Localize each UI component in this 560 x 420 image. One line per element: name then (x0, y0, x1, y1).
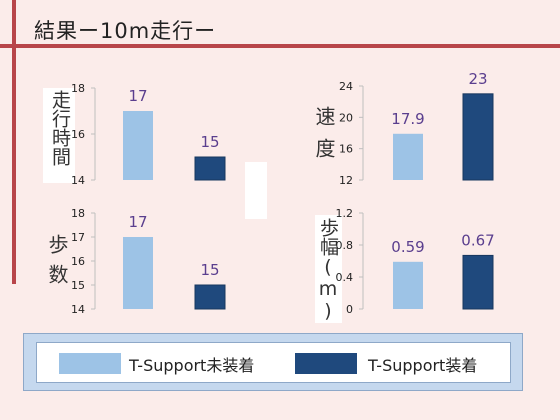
chart-stride: 0 0.4 0.8 1.2 0.59 0.67 (336, 207, 495, 316)
data-label-stride-before: 0.59 (391, 238, 424, 256)
bar-stride-after (462, 254, 494, 310)
y-tick-label-speed: 20 (339, 111, 353, 124)
y-tick-label-stride: 0 (346, 303, 353, 316)
y-tick-label-speed: 24 (339, 80, 353, 93)
chart-speed: 12 16 20 24 17.9 23 (339, 70, 494, 187)
chart-travel-time: 14 16 18 17 15 (71, 82, 226, 187)
bar-travel-time-before (123, 111, 153, 180)
data-label-travel-time-before: 17 (128, 87, 147, 105)
ylabel-travel-time: 走行時間 (49, 90, 71, 166)
ylabel-step-count: 歩数 (45, 234, 69, 294)
data-label-step-count-after: 15 (200, 261, 219, 279)
blank-white-box (245, 162, 267, 219)
legend-label-before: T-Support未装着 (129, 356, 255, 375)
y-tick-label-step-count: 14 (71, 303, 85, 316)
ylabel-box-travel-time (43, 88, 75, 183)
slide-title: 結果ー10m走行ー (34, 19, 217, 43)
legend-swatch-before (59, 353, 121, 374)
ylabel-stride: 歩幅(m) (317, 218, 339, 322)
y-tick-label-travel-time: 18 (71, 82, 85, 95)
y-tick-label-travel-time: 14 (71, 174, 85, 187)
legend-inner: T-Support未装着 T-Support装着 (36, 342, 511, 383)
left-stripe (12, 0, 16, 284)
y-tick-label-stride: 0.8 (336, 239, 354, 252)
y-tick-label-speed: 16 (339, 143, 353, 156)
legend: T-Support未装着 T-Support装着 (23, 333, 523, 391)
data-label-speed-before: 17.9 (391, 110, 424, 128)
bar-speed-before (393, 133, 423, 180)
bar-step-count-before (123, 237, 153, 309)
y-tick-label-stride: 1.2 (336, 207, 354, 220)
y-tick-label-travel-time: 16 (71, 128, 85, 141)
y-tick-label-step-count: 18 (71, 207, 85, 220)
data-label-speed-after: 23 (468, 70, 487, 88)
data-label-travel-time-after: 15 (200, 133, 219, 151)
ylabel-box-stride (315, 215, 342, 323)
bar-speed-after (462, 93, 494, 181)
data-label-step-count-before: 17 (128, 213, 147, 231)
ylabel-speed: 速度 (312, 106, 336, 170)
y-tick-label-step-count: 15 (71, 279, 85, 292)
y-tick-label-speed: 12 (339, 174, 353, 187)
bar-travel-time-after (194, 156, 226, 181)
top-stripe (0, 44, 560, 48)
y-tick-label-stride: 0.4 (336, 271, 354, 284)
y-tick-label-step-count: 17 (71, 231, 85, 244)
bar-step-count-after (194, 284, 226, 310)
y-tick-label-step-count: 16 (71, 255, 85, 268)
chart-step-count: 14 15 16 17 18 17 15 (71, 207, 226, 316)
bar-stride-before (393, 261, 423, 309)
data-label-stride-after: 0.67 (461, 231, 494, 249)
legend-swatch-after (295, 353, 357, 374)
legend-label-after: T-Support装着 (368, 356, 478, 375)
